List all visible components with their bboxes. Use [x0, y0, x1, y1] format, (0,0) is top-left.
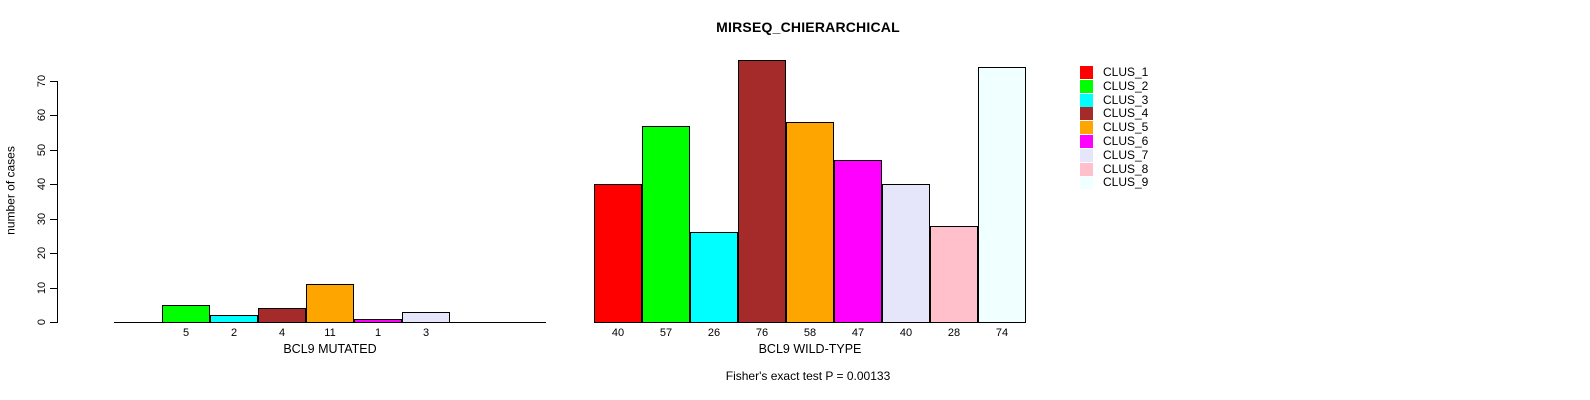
fisher-test-annotation: Fisher's exact test P = 0.00133: [725, 369, 891, 383]
legend-label-CLUS_3: CLUS_3: [1103, 92, 1149, 107]
y-axis-tick-label: 70: [36, 74, 48, 88]
y-axis-tick-label: 50: [36, 143, 48, 157]
y-axis-tick-label: 20: [36, 246, 48, 260]
legend-label-CLUS_9: CLUS_9: [1103, 175, 1149, 190]
y-axis-tick: [50, 219, 57, 220]
legend-swatch-CLUS_3: [1080, 93, 1093, 107]
bar-value-label: 3: [422, 327, 430, 339]
y-axis-tick-label: 60: [36, 108, 48, 122]
bar-CLUS_1: [594, 184, 642, 323]
x-axis-group-label: BCL9 WILD-TYPE: [758, 342, 862, 356]
bar-CLUS_7: [882, 184, 930, 323]
y-axis-tick-label: 30: [36, 212, 48, 226]
legend-swatch-CLUS_4: [1080, 107, 1093, 121]
bar-value-label: 2: [230, 327, 238, 339]
bar-value-label: 40: [899, 327, 913, 339]
legend-swatch-CLUS_2: [1080, 79, 1093, 93]
bar-CLUS_7: [402, 312, 450, 323]
bar-value-label: 4: [278, 327, 286, 339]
legend-label-CLUS_4: CLUS_4: [1103, 106, 1149, 121]
bar-value-label: 11: [324, 327, 336, 339]
y-axis-tick-label: 40: [36, 177, 48, 191]
chart-title: MIRSEQ_CHIERARCHICAL: [716, 19, 900, 35]
legend-label-CLUS_6: CLUS_6: [1103, 134, 1149, 148]
bar-value-label: 1: [374, 327, 382, 339]
bar-value-label: 5: [182, 327, 190, 339]
bar-CLUS_8: [930, 226, 978, 323]
bar-CLUS_6: [834, 160, 882, 323]
y-axis-line: [57, 81, 58, 323]
bar-CLUS_5: [306, 284, 354, 323]
legend-swatch-CLUS_9: [1080, 176, 1093, 190]
legend-label-CLUS_5: CLUS_5: [1103, 120, 1149, 135]
y-axis-tick: [50, 253, 57, 254]
y-axis-tick: [50, 115, 57, 116]
bar-CLUS_6: [354, 319, 402, 323]
bar-value-label: 47: [851, 327, 865, 339]
bar-CLUS_2: [162, 305, 210, 323]
y-axis-label: number of cases: [3, 146, 18, 235]
bar-value-label: 76: [755, 327, 769, 339]
bar-CLUS_3: [210, 315, 258, 323]
legend-swatch-CLUS_1: [1080, 66, 1093, 79]
y-axis-tick-label: 10: [36, 281, 48, 295]
legend-swatch-CLUS_7: [1080, 148, 1093, 162]
bar-CLUS_4: [738, 60, 786, 323]
bar-value-label: 26: [707, 327, 721, 339]
y-axis-tick: [50, 288, 57, 289]
legend-label-CLUS_7: CLUS_7: [1103, 147, 1149, 162]
legend-label-CLUS_1: CLUS_1: [1103, 65, 1149, 79]
bar-value-label: 40: [611, 327, 625, 339]
y-axis-tick: [50, 184, 57, 185]
legend-label-CLUS_2: CLUS_2: [1103, 78, 1149, 93]
bar-value-label: 57: [659, 327, 673, 339]
x-axis-group-label: BCL9 MUTATED: [283, 342, 377, 356]
bar-value-label: 58: [803, 327, 817, 339]
legend-swatch-CLUS_8: [1080, 162, 1093, 176]
y-axis-tick: [50, 81, 57, 82]
bar-CLUS_4: [258, 308, 306, 323]
bar-CLUS_2: [642, 126, 690, 323]
bar-CLUS_3: [690, 232, 738, 323]
bar-value-label: 74: [995, 327, 1009, 339]
legend-swatch-CLUS_6: [1080, 135, 1093, 148]
bar-CLUS_9: [978, 67, 1026, 323]
legend-label-CLUS_8: CLUS_8: [1103, 161, 1149, 176]
y-axis-tick-label: 0: [36, 318, 48, 326]
legend-swatch-CLUS_5: [1080, 121, 1093, 135]
bar-CLUS_5: [786, 122, 834, 323]
bar-value-label: 28: [947, 327, 961, 339]
y-axis-tick: [50, 322, 57, 323]
y-axis-tick: [50, 150, 57, 151]
